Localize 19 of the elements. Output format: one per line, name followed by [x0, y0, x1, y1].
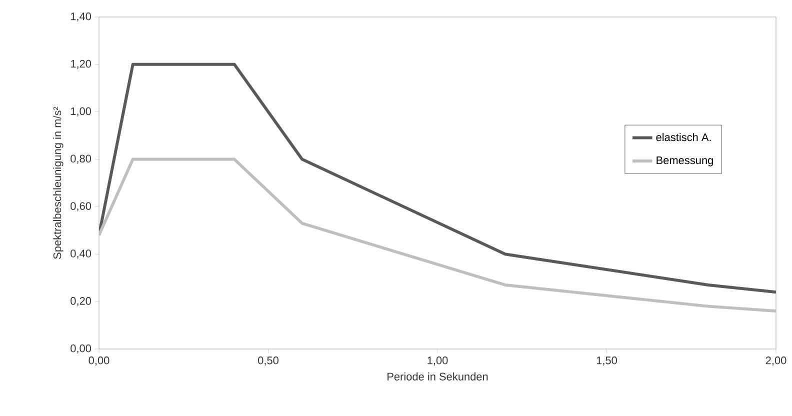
- y-axis-title: Spektralbeschleunigung in m/s²: [53, 106, 64, 259]
- y-tick-label: 0,80: [70, 154, 92, 164]
- line-series: [99, 62, 776, 294]
- x-axis-title: Periode in Sekunden: [388, 372, 488, 380]
- x-tick-label: 1,00: [428, 356, 448, 366]
- y-tick-label: 0,20: [70, 297, 92, 306]
- x-tick-label: 2,00: [766, 356, 786, 366]
- x-tick-label: 0,50: [258, 356, 278, 366]
- x-tick-label: 0,00: [88, 356, 110, 366]
- legend-label: elastisch A.: [656, 133, 711, 142]
- x-tick-label: 1,50: [596, 356, 617, 366]
- line-series: [99, 158, 776, 313]
- y-tick-label: 0,60: [70, 202, 92, 212]
- legend-label: Bemessung: [656, 156, 713, 166]
- y-tick-label: 1,40: [70, 12, 92, 22]
- y-tick-label: 0,40: [70, 250, 92, 259]
- y-tick-label: 1,00: [70, 107, 92, 116]
- y-tick-label: 0,00: [70, 344, 92, 354]
- y-tick-label: 1,20: [70, 60, 92, 69]
